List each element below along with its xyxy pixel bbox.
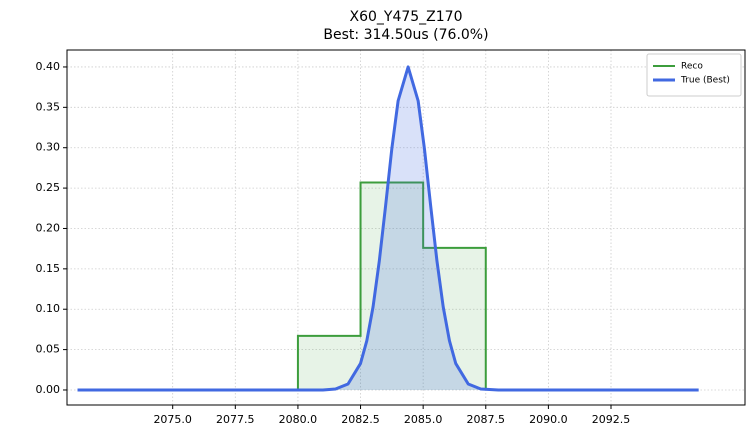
y-tick-label: 0.10 <box>36 302 61 315</box>
y-tick-label: 0.25 <box>36 181 61 194</box>
x-tick-label: 2075.0 <box>153 413 192 426</box>
line <box>77 65 699 392</box>
y-tick-label: 0.15 <box>36 262 61 275</box>
y-tick-label: 0.40 <box>36 60 61 73</box>
x-tick-label: 2087.5 <box>467 413 506 426</box>
y-tick-label: 0.00 <box>36 383 61 396</box>
legend-box <box>646 53 742 97</box>
chart-title: X60_Y475_Z170 <box>350 9 463 25</box>
y-tick-label: 0.20 <box>36 221 61 234</box>
area <box>77 66 699 390</box>
x-tick-label: 2080.0 <box>279 413 318 426</box>
legend-label: True (Best) <box>680 76 730 86</box>
y-tick-label: 0.05 <box>36 343 61 356</box>
x-tick-label: 2090.0 <box>529 413 568 426</box>
y-tick-label: 0.30 <box>36 141 61 154</box>
x-tick-label: 2085.0 <box>404 413 443 426</box>
chart-subtitle: Best: 314.50us (76.0%) <box>323 27 488 43</box>
legend-label: Reco <box>681 62 703 72</box>
y-tick-label: 0.35 <box>36 100 61 113</box>
histogram-fill <box>360 182 424 390</box>
x-tick-label: 2082.5 <box>341 413 380 426</box>
plot-frame <box>66 49 746 406</box>
x-tick-label: 2077.5 <box>216 413 255 426</box>
x-tick-label: 2092.5 <box>592 413 631 426</box>
step-line <box>296 181 487 390</box>
histogram-fill <box>423 247 486 390</box>
